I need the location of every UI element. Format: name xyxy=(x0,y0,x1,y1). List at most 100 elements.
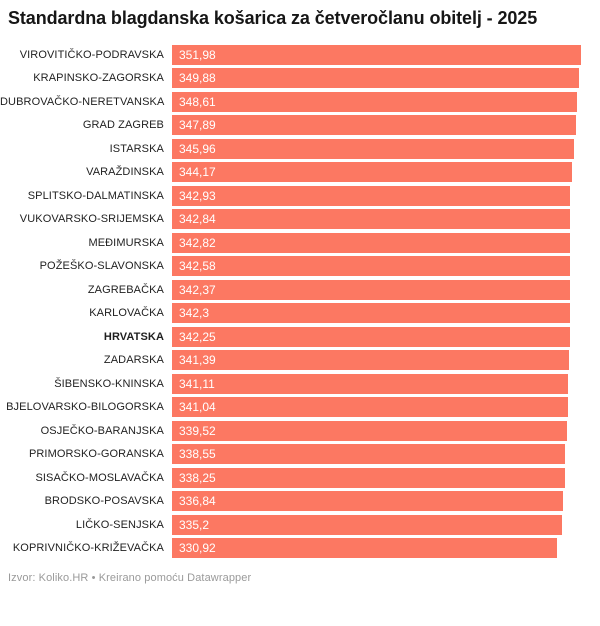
chart-row: ZAGREBAČKA 342,37 xyxy=(0,278,600,302)
chart-row: POŽEŠKO-SLAVONSKA 342,58 xyxy=(0,255,600,279)
footer-separator: • xyxy=(91,572,96,584)
chart-row: ZADARSKA 341,39 xyxy=(0,349,600,373)
row-label: VARAŽDINSKA xyxy=(86,166,164,179)
bar-value-label: 335,2 xyxy=(179,517,210,532)
row-label: BRODSKO-POSAVSKA xyxy=(44,495,164,508)
bar-value-label: 344,17 xyxy=(179,165,216,180)
bar-area: 344,17 xyxy=(172,162,581,183)
attribution-link[interactable]: Kreirano pomoću Datawrapper xyxy=(98,572,252,584)
bar-value-label: 341,04 xyxy=(179,400,216,415)
row-label: BJELOVARSKO-BILOGORSKA xyxy=(6,401,164,414)
bar-chart: VIROVITIČKO-PODRAVSKA 351,98 KRAPINSKO-ZAG… xyxy=(0,43,600,560)
bar-area: 342,37 xyxy=(172,279,581,300)
bar-value-label: 348,61 xyxy=(179,94,216,109)
bar[interactable]: 338,25 xyxy=(172,467,566,488)
chart-row: VUKOVARSKO-SRIJEMSKA 342,84 xyxy=(0,208,600,232)
bar-area: 342,58 xyxy=(172,256,581,277)
bar-area: 341,11 xyxy=(172,373,581,394)
bar[interactable]: 330,92 xyxy=(172,538,557,559)
bar[interactable]: 341,11 xyxy=(172,373,569,394)
bar[interactable]: 335,2 xyxy=(172,514,562,535)
row-label: SISAČKO-MOSLAVAČKA xyxy=(35,471,164,484)
row-label: POŽEŠKO-SLAVONSKA xyxy=(39,260,164,273)
bar-value-label: 341,39 xyxy=(179,353,216,368)
bar-area: 341,04 xyxy=(172,397,581,418)
bar-value-label: 342,37 xyxy=(179,282,216,297)
row-label: KOPRIVNIČKO-KRIŽEVAČKA xyxy=(12,542,164,555)
bar[interactable]: 348,61 xyxy=(172,91,578,112)
row-label: VIROVITIČKO-PODRAVSKA xyxy=(19,48,164,61)
bar[interactable]: 342,82 xyxy=(172,232,571,253)
row-label: SPLITSKO-DALMATINSKA xyxy=(27,189,164,202)
bar-value-label: 342,58 xyxy=(179,259,216,274)
chart-title: Standardna blagdanska košarica za četver… xyxy=(8,8,538,28)
row-label: KRAPINSKO-ZAGORSKA xyxy=(33,72,164,85)
chart-row: GRAD ZAGREB 347,89 xyxy=(0,114,600,138)
bar[interactable]: 351,98 xyxy=(172,44,581,65)
bar[interactable]: 342,93 xyxy=(172,185,571,206)
bar-value-label: 349,88 xyxy=(179,71,216,86)
bar[interactable]: 341,39 xyxy=(172,350,569,371)
bar-value-label: 339,52 xyxy=(179,423,216,438)
bar-area: 338,25 xyxy=(172,467,581,488)
bar[interactable]: 342,25 xyxy=(172,326,570,347)
source-link[interactable]: Koliko.HR xyxy=(38,572,89,584)
bar-value-label: 347,89 xyxy=(179,118,216,133)
row-label: ZAGREBAČKA xyxy=(87,283,164,296)
bar[interactable]: 342,84 xyxy=(172,209,571,230)
bar-area: 342,25 xyxy=(172,326,581,347)
chart-row: DUBROVAČKO-NERETVANSKA 348,61 xyxy=(0,90,600,114)
bar[interactable]: 336,84 xyxy=(172,491,564,512)
chart-row: ŠIBENSKO-KNINSKA 341,11 xyxy=(0,372,600,396)
chart-row: LIČKO-SENJSKA 335,2 xyxy=(0,513,600,537)
bar-value-label: 345,96 xyxy=(179,141,216,156)
bar-value-label: 330,92 xyxy=(179,541,216,556)
bar-area: 345,96 xyxy=(172,138,581,159)
bar-value-label: 351,98 xyxy=(179,47,216,62)
bar-value-label: 338,55 xyxy=(179,447,216,462)
bar[interactable]: 342,58 xyxy=(172,256,571,277)
bar-value-label: 341,11 xyxy=(179,376,215,391)
bar-value-label: 338,25 xyxy=(179,470,216,485)
chart-row: BRODSKO-POSAVSKA 336,84 xyxy=(0,490,600,514)
bar[interactable]: 339,52 xyxy=(172,420,567,441)
row-label: KARLOVAČKA xyxy=(89,307,164,320)
bar-area: 335,2 xyxy=(172,514,581,535)
chart-row: KARLOVAČKA 342,3 xyxy=(0,302,600,326)
chart-row: OSJEČKO-BARANJSKA 339,52 xyxy=(0,419,600,443)
bar-area: 348,61 xyxy=(172,91,581,112)
bar-area: 347,89 xyxy=(172,115,581,136)
bar-area: 342,3 xyxy=(172,303,581,324)
bar[interactable]: 342,37 xyxy=(172,279,570,300)
bar[interactable]: 347,89 xyxy=(172,115,577,136)
bar-area: 351,98 xyxy=(172,44,581,65)
bar-value-label: 342,82 xyxy=(179,235,216,250)
bar-value-label: 342,93 xyxy=(179,188,216,203)
source-prefix: Izvor: xyxy=(8,572,36,584)
chart-row: KRAPINSKO-ZAGORSKA 349,88 xyxy=(0,67,600,91)
bar[interactable]: 341,04 xyxy=(172,397,569,418)
chart-row: SISAČKO-MOSLAVAČKA 338,25 xyxy=(0,466,600,490)
row-label: GRAD ZAGREB xyxy=(82,119,164,132)
row-label: PRIMORSKO-GORANSKA xyxy=(28,448,164,461)
bar-area: 336,84 xyxy=(172,491,581,512)
bar[interactable]: 349,88 xyxy=(172,68,579,89)
row-label: ZADARSKA xyxy=(103,354,164,367)
bar[interactable]: 338,55 xyxy=(172,444,566,465)
bar[interactable]: 344,17 xyxy=(172,162,572,183)
row-label: DUBROVAČKO-NERETVANSKA xyxy=(0,95,165,108)
chart-row: PRIMORSKO-GORANSKA 338,55 xyxy=(0,443,600,467)
row-label: VUKOVARSKO-SRIJEMSKA xyxy=(19,213,164,226)
bar-area: 338,55 xyxy=(172,444,581,465)
bar-area: 342,93 xyxy=(172,185,581,206)
chart-footer: Izvor: Koliko.HR • Kreirano pomoću Dataw… xyxy=(8,572,592,584)
chart-row: VIROVITIČKO-PODRAVSKA 351,98 xyxy=(0,43,600,67)
bar[interactable]: 345,96 xyxy=(172,138,574,159)
bar-area: 330,92 xyxy=(172,538,581,559)
row-label: HRVATSKA xyxy=(103,330,164,343)
bar-value-label: 342,84 xyxy=(179,212,216,227)
row-label: OSJEČKO-BARANJSKA xyxy=(40,424,164,437)
bar[interactable]: 342,3 xyxy=(172,303,570,324)
bar-area: 339,52 xyxy=(172,420,581,441)
bar-area: 349,88 xyxy=(172,68,581,89)
